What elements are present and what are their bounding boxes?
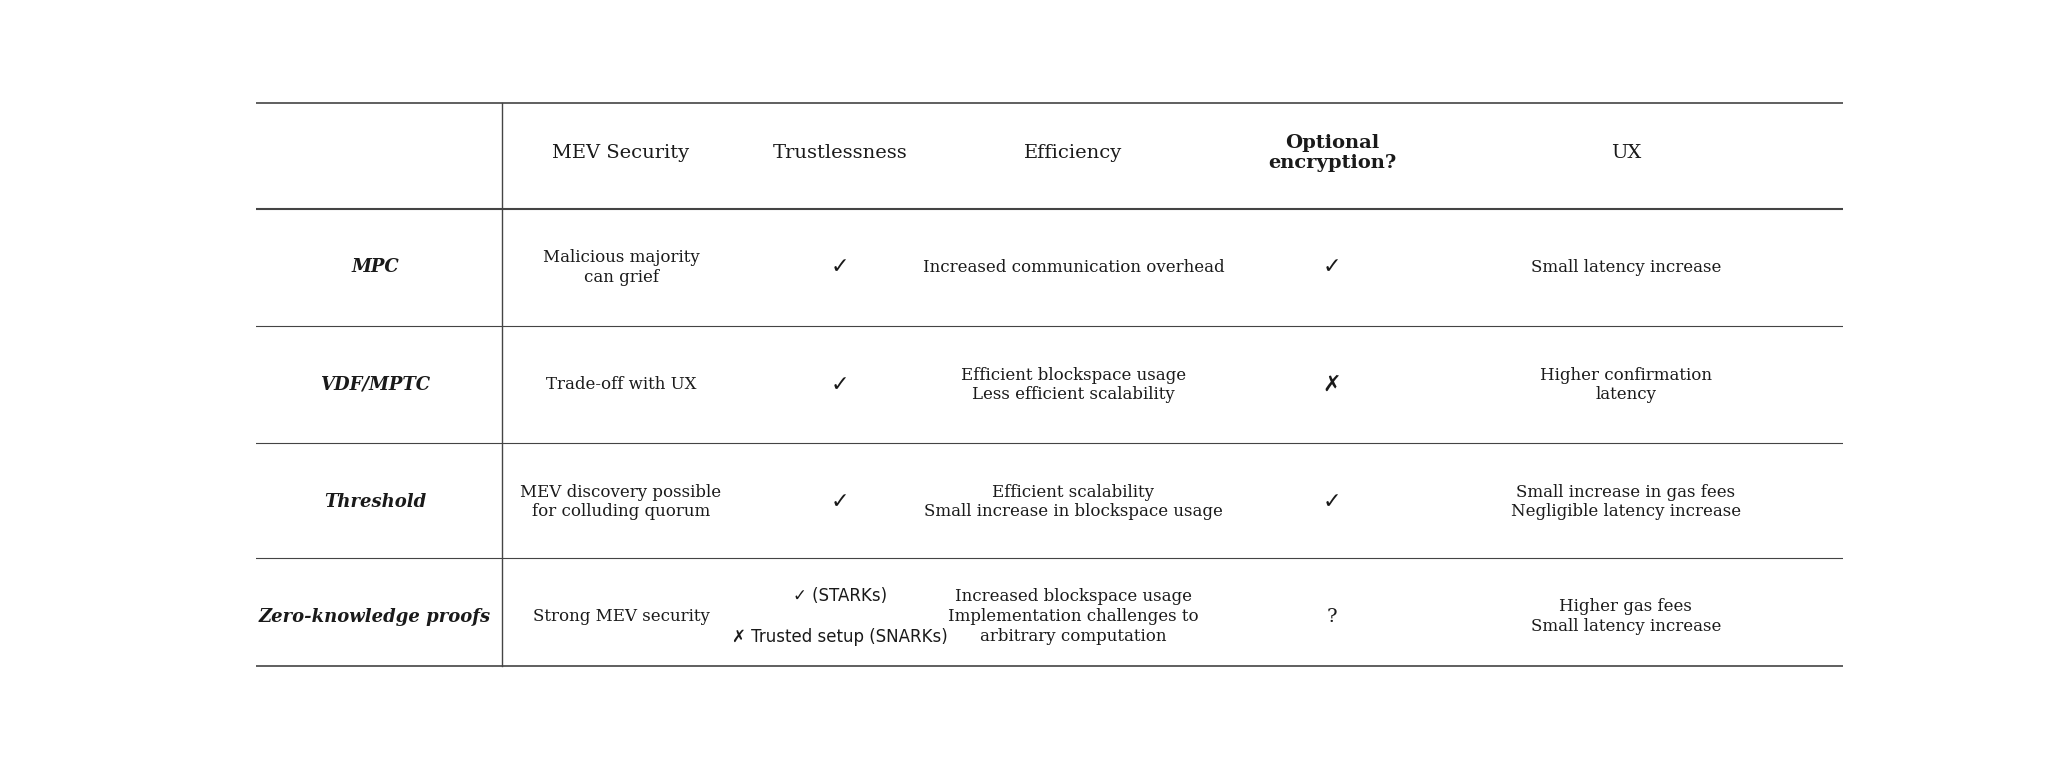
Text: ✓: ✓ [1323,258,1341,277]
Text: UX: UX [1610,144,1640,162]
Text: Efficient scalability
Small increase in blockspace usage: Efficient scalability Small increase in … [924,484,1223,520]
Text: ✗: ✗ [1323,375,1341,395]
Text: VDF/MPTC: VDF/MPTC [319,376,430,394]
Text: Higher confirmation
latency: Higher confirmation latency [1540,367,1712,403]
Text: ✓: ✓ [831,492,850,512]
Text: Zero-knowledge proofs: Zero-knowledge proofs [258,607,492,626]
Text: MPC: MPC [350,258,399,277]
Text: ?: ? [1327,607,1337,626]
Text: Trade-off with UX: Trade-off with UX [547,376,696,393]
Text: MEV discovery possible
for colluding quorum: MEV discovery possible for colluding quo… [520,484,721,520]
Text: Strong MEV security: Strong MEV security [532,608,709,625]
Text: Increased blockspace usage
Implementation challenges to
arbitrary computation: Increased blockspace usage Implementatio… [948,588,1198,645]
Text: Optional
encryption?: Optional encryption? [1268,133,1397,172]
Text: ✓: ✓ [1323,492,1341,512]
Text: ✓ (STARKs): ✓ (STARKs) [793,587,887,605]
Text: ✗ Trusted setup (SNARKs): ✗ Trusted setup (SNARKs) [733,628,948,646]
Text: Small increase in gas fees
Negligible latency increase: Small increase in gas fees Negligible la… [1511,484,1741,520]
Text: Efficient blockspace usage
Less efficient scalability: Efficient blockspace usage Less efficien… [961,367,1186,403]
Text: Increased communication overhead: Increased communication overhead [922,259,1225,276]
Text: Efficiency: Efficiency [1024,144,1122,162]
Text: ✓: ✓ [831,258,850,277]
Text: Threshold: Threshold [324,493,426,511]
Text: Trustlessness: Trustlessness [772,144,907,162]
Text: Malicious majority
can grief: Malicious majority can grief [543,249,700,286]
Text: MEV Security: MEV Security [553,144,690,162]
Text: Higher gas fees
Small latency increase: Higher gas fees Small latency increase [1530,598,1720,635]
Text: Small latency increase: Small latency increase [1530,259,1720,276]
Text: ✓: ✓ [831,375,850,395]
